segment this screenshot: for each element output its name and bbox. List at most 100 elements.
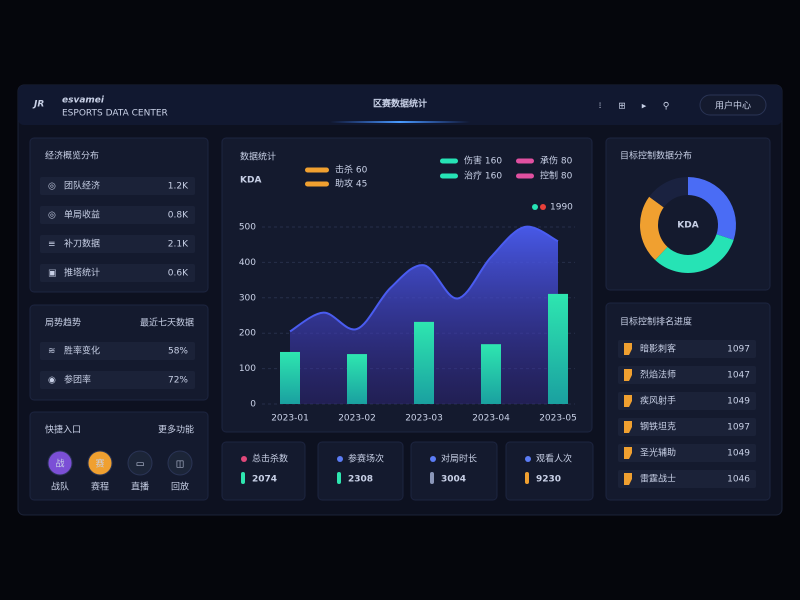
- bar: [280, 351, 300, 404]
- tool-label: 战队: [51, 481, 69, 493]
- row-label: 胜率变化: [64, 345, 100, 357]
- stat-dot: [525, 456, 531, 462]
- donut-segment: [640, 196, 668, 260]
- row-value: 1.2K: [168, 182, 189, 192]
- row-label: 雷霆战士: [640, 473, 676, 485]
- x-tick-label: 2023-02: [338, 414, 376, 424]
- legend-swatch: [305, 181, 329, 187]
- list-row: [618, 470, 756, 488]
- list-row: [40, 177, 195, 195]
- rank-icon: [624, 421, 632, 433]
- row-value: 1049: [727, 449, 750, 459]
- header-icon: ⁝: [599, 102, 602, 112]
- row-label: 推塔统计: [64, 267, 100, 279]
- row-icon: ▣: [48, 269, 57, 279]
- list-row: [618, 366, 756, 384]
- list-row: [40, 371, 195, 389]
- y-tick-label: 200: [239, 329, 256, 339]
- logo: JR: [32, 100, 44, 110]
- panel: [505, 441, 594, 501]
- stat-dot: [337, 456, 343, 462]
- row-label: 烈焰法师: [640, 369, 676, 381]
- row-value: 1047: [727, 371, 750, 381]
- x-tick-label: 2023-05: [539, 414, 577, 424]
- row-value: 0.6K: [168, 269, 189, 279]
- tool-icon: 战: [55, 459, 64, 470]
- panel: [221, 441, 306, 501]
- tool-button[interactable]: [127, 450, 153, 476]
- x-tick-label: 2023-03: [405, 414, 443, 424]
- bar: [414, 321, 434, 404]
- stat-label: 观看人次: [536, 453, 572, 465]
- legend-text: 承伤 80: [540, 155, 573, 167]
- rank-icon: [624, 395, 632, 407]
- rank-icon: [624, 473, 632, 485]
- chart-title: KDA: [240, 176, 261, 186]
- tagline: ESPORTS DATA CENTER: [62, 109, 168, 119]
- x-tick-label: 2023-04: [472, 414, 510, 424]
- list-row: [618, 444, 756, 462]
- stat-label: 对局时长: [441, 453, 477, 465]
- bar: [548, 293, 568, 404]
- panel-note: 更多功能: [158, 424, 194, 436]
- stat-value: 9230: [536, 475, 561, 485]
- list-row: [40, 206, 195, 224]
- stat-pill: [241, 472, 245, 484]
- panel-title: 经济概览分布: [45, 150, 99, 162]
- annotation: 1990: [550, 203, 573, 213]
- tool-button[interactable]: [47, 450, 73, 476]
- panel-title: 快捷入口: [45, 424, 81, 436]
- header-icon: ⚲: [663, 102, 670, 112]
- annotation-dot: [540, 204, 546, 210]
- row-label: 补刀数据: [64, 238, 100, 250]
- row-icon: ◉: [48, 376, 56, 386]
- legend-swatch: [516, 173, 534, 179]
- legend-text: 击杀 60: [335, 164, 368, 176]
- stat-dot: [430, 456, 436, 462]
- tool-icon: ▭: [136, 460, 145, 470]
- stat-value: 2308: [348, 475, 373, 485]
- legend-swatch: [440, 173, 458, 179]
- area-line: [289, 225, 559, 333]
- legend-text: 治疗 160: [464, 170, 502, 182]
- bar: [481, 344, 501, 404]
- page-title: 区赛数据统计: [373, 98, 427, 110]
- tool-label: 赛程: [91, 481, 109, 493]
- donut-center: KDA: [677, 221, 698, 231]
- donut-segment: [688, 177, 736, 240]
- y-tick-label: 0: [250, 400, 256, 410]
- rank-icon: [624, 447, 632, 459]
- bar: [347, 354, 367, 404]
- row-icon: ≡: [48, 240, 56, 250]
- rank-icon: [624, 369, 632, 381]
- chart-subtitle: 数据统计: [240, 151, 276, 163]
- row-icon: ◎: [48, 211, 56, 221]
- list-row: [618, 392, 756, 410]
- stat-label: 参赛场次: [348, 453, 384, 465]
- panel: [410, 441, 498, 501]
- y-tick-label: 500: [239, 223, 256, 233]
- tool-button[interactable]: [167, 450, 193, 476]
- legend-text: 伤害 160: [464, 155, 502, 167]
- row-value: 72%: [168, 376, 188, 386]
- header-icon: ▸: [642, 102, 647, 112]
- tool-icon: ◫: [176, 460, 185, 470]
- annotation-dot: [532, 204, 538, 210]
- y-tick-label: 100: [239, 364, 256, 374]
- legend-swatch: [440, 158, 458, 164]
- list-row: [618, 418, 756, 436]
- y-tick-label: 400: [239, 258, 256, 268]
- donut-segment: [649, 177, 688, 208]
- row-value: 1097: [727, 345, 750, 355]
- row-label: 暗影刺客: [640, 343, 676, 355]
- panel-title: 目标控制数据分布: [620, 150, 692, 162]
- user-button[interactable]: [699, 94, 767, 116]
- panel-title: 目标控制排名进度: [620, 316, 692, 328]
- button-label: 用户中心: [715, 100, 751, 112]
- panel: [29, 411, 209, 501]
- legend-swatch: [305, 167, 329, 173]
- legend-swatch: [516, 158, 534, 164]
- tool-button[interactable]: [87, 450, 113, 476]
- stat-pill: [525, 472, 529, 484]
